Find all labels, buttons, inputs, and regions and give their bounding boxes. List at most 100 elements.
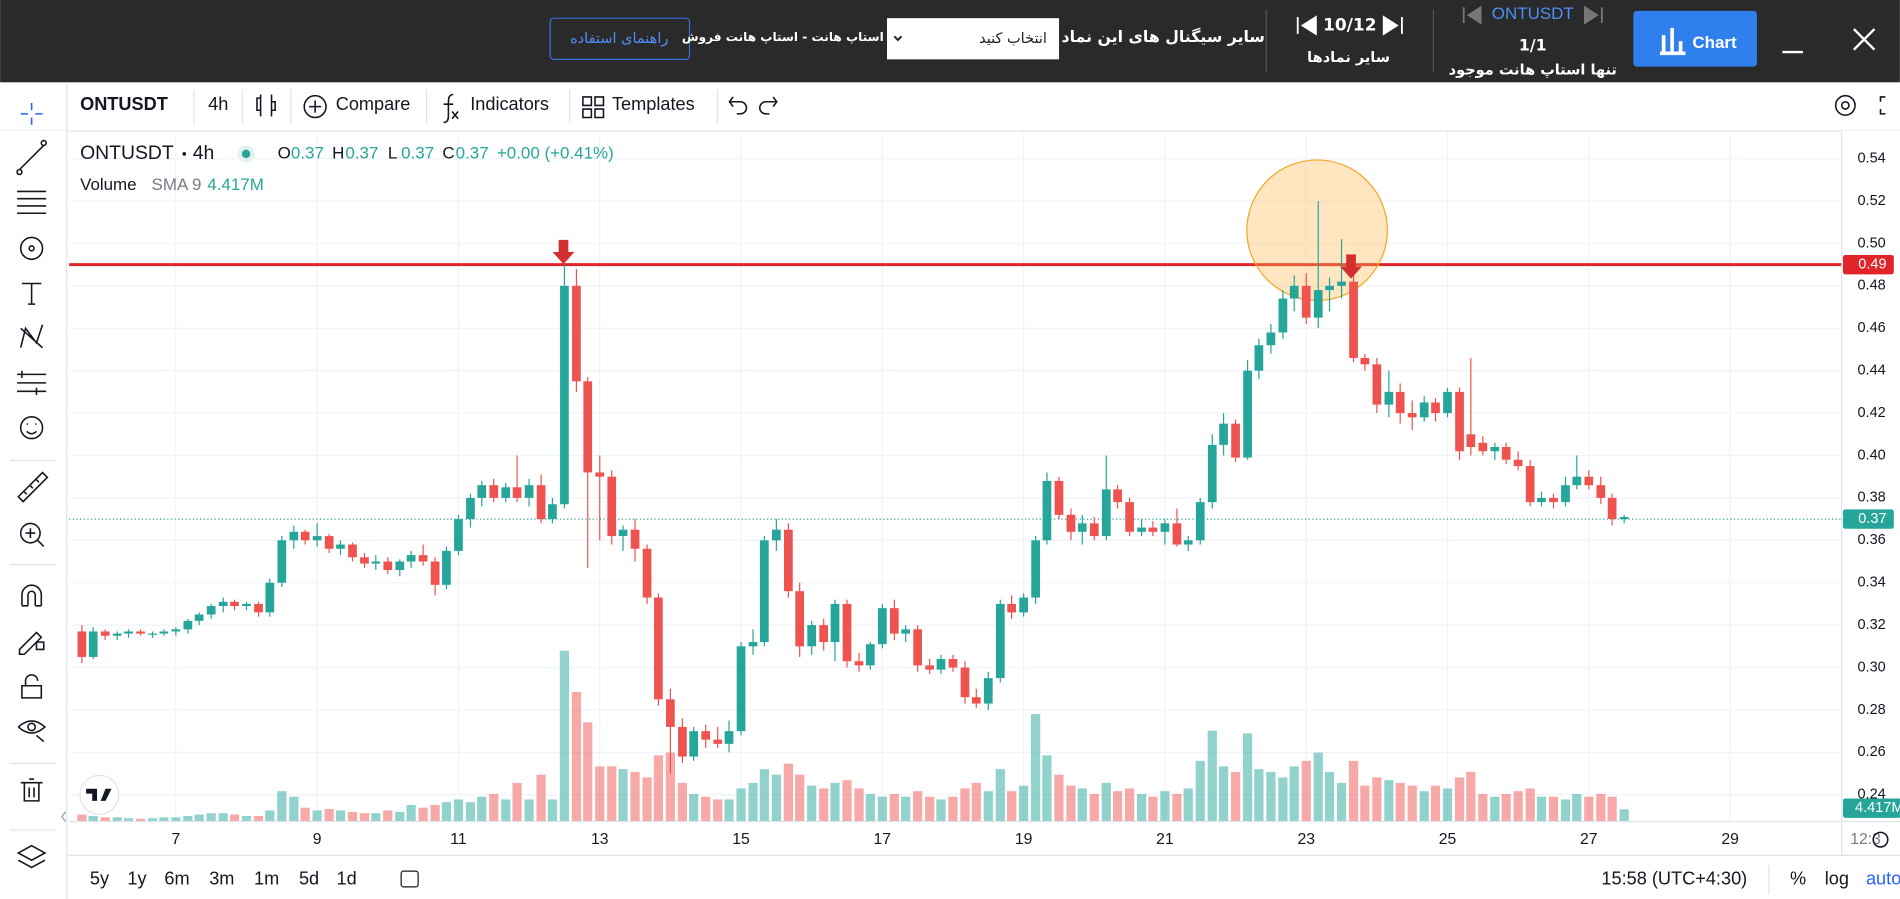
volume-bar — [147, 818, 158, 822]
fib-tool[interactable] — [17, 190, 47, 215]
help-button[interactable] — [549, 17, 691, 60]
x-tick-label: 29 — [1721, 831, 1739, 848]
range-button[interactable]: 1y — [127, 868, 147, 888]
candle-body — [1089, 523, 1099, 537]
legend-symbol: ONTUSDT — [80, 142, 174, 164]
legend-separator — [182, 152, 187, 156]
volume-bar — [724, 799, 734, 822]
next-signal[interactable] — [1583, 5, 1603, 25]
y-tick-label: 0.36 — [1857, 532, 1885, 548]
visibility-tool[interactable] — [17, 720, 47, 743]
toolbar-interval[interactable]: 4h — [208, 94, 228, 114]
range-button[interactable]: 5d — [299, 868, 319, 888]
delete-tool[interactable] — [20, 778, 43, 802]
volume-bar — [347, 811, 358, 822]
candle-body — [1431, 402, 1440, 414]
volume-bar — [453, 799, 464, 822]
candle-body — [1596, 485, 1606, 498]
candle-body — [1360, 357, 1370, 365]
settings-icon-center[interactable] — [1840, 100, 1850, 110]
candle-body — [1607, 497, 1617, 520]
y-tick-label: 0.28 — [1857, 702, 1885, 718]
candle-body — [560, 285, 569, 505]
crosshair-tool[interactable] — [20, 102, 43, 125]
log-button[interactable]: log — [1825, 868, 1849, 888]
candle-body — [642, 548, 652, 598]
lock-tool[interactable] — [21, 674, 43, 699]
prev-symbol[interactable] — [1296, 15, 1317, 36]
volume-bar — [842, 780, 852, 822]
compare-plus[interactable] — [309, 100, 322, 113]
volume-bar — [194, 814, 204, 822]
fullscreen-icon[interactable] — [1879, 96, 1886, 115]
draw-lock-tool[interactable] — [18, 631, 45, 656]
select-placeholder[interactable]: انتخاب کنید — [979, 31, 1047, 47]
symbol-counter: 10/12 — [1323, 14, 1376, 34]
axis-settings-icon[interactable] — [1872, 831, 1889, 848]
axis-corner-time: 12:3 — [1850, 831, 1881, 848]
y-tick-label: 0.52 — [1857, 193, 1885, 209]
volume-bar — [642, 777, 652, 822]
candle-type-icon[interactable] — [256, 94, 276, 117]
volume-bar — [559, 650, 570, 822]
undo-icon[interactable] — [728, 96, 748, 115]
toolbar-compare[interactable]: Compare — [336, 94, 411, 114]
chart-button-label[interactable]: Chart — [1692, 33, 1737, 52]
volume-bar — [159, 817, 169, 822]
volume-bar — [1525, 788, 1535, 822]
candle-body — [395, 561, 405, 570]
measure-tool[interactable] — [17, 370, 47, 395]
auto-button[interactable]: auto — [1866, 868, 1900, 888]
object-tree[interactable] — [16, 844, 47, 869]
timezone[interactable]: 15:58 (UTC+4:30) — [1601, 868, 1747, 888]
range-button[interactable]: 6m — [164, 868, 189, 888]
path-tool[interactable] — [19, 324, 44, 349]
candle-body — [1077, 523, 1087, 532]
zoom-tool[interactable] — [19, 522, 45, 547]
range-button[interactable]: 5y — [90, 868, 110, 888]
candle-body — [1054, 480, 1064, 515]
percent-button[interactable]: % — [1790, 868, 1806, 888]
settings-icon[interactable] — [1834, 94, 1856, 116]
x-tick-label: 7 — [171, 831, 180, 848]
legend-volume-label: Volume — [80, 175, 137, 194]
text-tool[interactable] — [21, 282, 42, 305]
candle-body — [477, 485, 487, 498]
range-button[interactable]: 1d — [337, 868, 357, 888]
range-button[interactable]: 3m — [209, 868, 234, 888]
calendar-icon[interactable] — [400, 870, 419, 888]
volume-bar — [1289, 766, 1299, 822]
templates-icon[interactable] — [582, 96, 605, 119]
pattern-tool[interactable] — [19, 236, 44, 260]
candle-body — [678, 726, 687, 757]
indicators-icon[interactable] — [443, 93, 459, 124]
compare-icon[interactable] — [303, 94, 327, 119]
next-symbol[interactable] — [1382, 15, 1403, 36]
x-tick-label: 15 — [732, 831, 750, 848]
select-box[interactable] — [886, 18, 1060, 60]
emoji-tool[interactable] — [19, 416, 44, 440]
volume-tag — [1842, 798, 1900, 818]
sidebar-collapse — [61, 811, 67, 822]
magnet-tool[interactable] — [21, 584, 43, 607]
trend-line-tool[interactable] — [16, 139, 47, 176]
candle-body — [300, 531, 310, 541]
y-tick-label: 0.26 — [1857, 744, 1885, 760]
range-button[interactable]: 1m — [254, 868, 279, 888]
redo-icon[interactable] — [759, 96, 778, 115]
volume-bar — [253, 815, 264, 822]
help-button-label[interactable]: راهنمای استفاده — [570, 31, 668, 47]
close-button[interactable] — [1852, 28, 1876, 51]
chevron-down[interactable] — [893, 35, 903, 42]
toolbar-templates[interactable]: Templates — [612, 94, 695, 114]
legend-h: 0.37 — [345, 143, 378, 162]
toolbar-indicators[interactable]: Indicators — [470, 94, 549, 114]
candle-body — [1031, 540, 1040, 598]
ruler-tool[interactable] — [17, 471, 49, 503]
prev-signal[interactable] — [1462, 5, 1482, 25]
toolbar-symbol[interactable]: ONTUSDT — [80, 94, 168, 114]
chart-button-icon[interactable] — [1659, 27, 1686, 56]
candle-body — [1183, 540, 1193, 545]
